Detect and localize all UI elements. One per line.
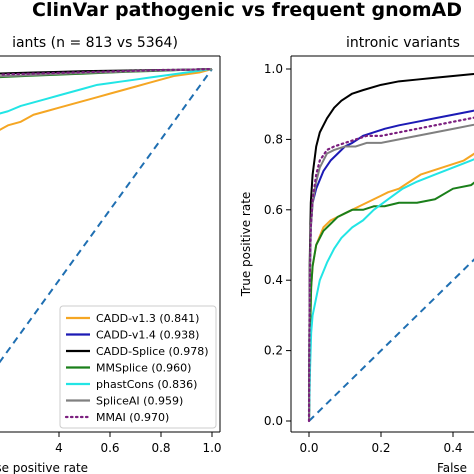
roc-panel-all-variants: iants (n = 813 vs 5364) 4 0.6 0.8 1.0 lse p… [0,35,222,474]
right-x-tick-label: 0.4 [443,441,462,455]
roc-panel-intronic: intronic variants 0.0 0.2 0.4 0.6 0.8 1.0 0.0… [239,35,474,474]
right-y-tick-label: 0.4 [264,273,283,287]
legend-frame [59,305,217,429]
legend-label: CADD-v1.4 (0.938) [96,329,199,342]
left-series-line-cadd-v1.3 [0,68,213,131]
right-y-tick-label: 1.0 [264,62,283,76]
right-y-tick-label: 0.6 [264,203,283,217]
y-axis-label-right: True positive rate [239,192,253,298]
right-x-tick-label: 0.0 [299,441,318,455]
left-x-tick-label: 4 [55,441,63,455]
right-y-tick-label: 0.0 [264,414,283,428]
left-reference-diagonal [0,68,213,364]
right-series-line-cadd-v1.3 [308,152,474,422]
left-series-line-mmai [0,67,214,76]
figure-title: ClinVar pathogenic vs frequent gnomAD [32,0,462,21]
panel-title-right: intronic variants [346,35,460,51]
right-series-line-spliceai [308,123,474,422]
legend-label: CADD-Splice (0.978) [96,345,209,358]
right-series-line-phastcons [308,158,474,422]
legend-label: CADD-v1.3 (0.841) [96,312,199,325]
legend-label: MMAI (0.970) [96,411,169,424]
left-x-tick-label: 0.8 [151,441,170,455]
right-series-line-mmai [307,116,474,423]
legend-label: SpliceAI (0.959) [96,395,183,408]
left-series-line-phastcons [0,68,213,115]
right-series-line-cadd-splice [308,72,474,422]
right-series-line-cadd-v1.4 [308,109,474,422]
right-y-tick-label: 0.2 [264,344,283,358]
left-x-tick-label: 1.0 [202,441,221,455]
left-x-tick-label: 0.6 [100,441,119,455]
legend-label: MMSplice (0.960) [96,362,191,375]
right-series-line-mmsplice [308,181,474,422]
panel-title-left: iants (n = 813 vs 5364) [12,35,178,51]
legend: CADD-v1.3 (0.841) CADD-v1.4 (0.938) CADD-S… [59,305,217,429]
x-axis-label-right: False [437,461,467,474]
legend-label: phastCons (0.836) [96,378,197,391]
right-x-tick-label: 0.2 [371,441,390,455]
right-y-tick-label: 0.8 [264,132,283,146]
x-axis-label-left: lse positive rate [0,461,88,474]
